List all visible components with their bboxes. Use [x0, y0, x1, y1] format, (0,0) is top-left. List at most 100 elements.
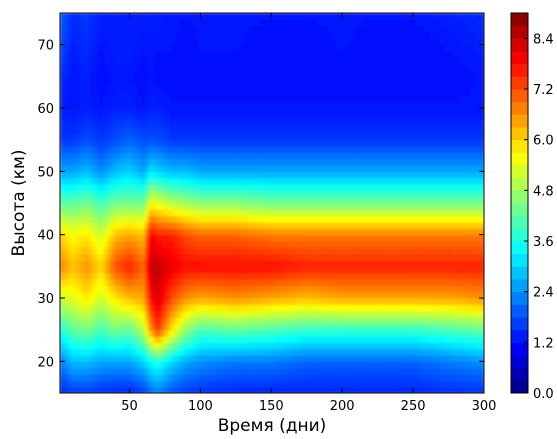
heatmap-cell: [331, 228, 335, 236]
heatmap-cell: [300, 190, 304, 198]
heatmap-cell: [300, 323, 304, 331]
heatmap-cell: [93, 253, 98, 261]
heatmap-cell: [288, 355, 293, 362]
heatmap-cell: [71, 374, 75, 381]
heatmap-cell: [136, 291, 140, 299]
heatmap-cell: [235, 380, 239, 388]
heatmap-cell: [410, 342, 414, 350]
heatmap-cell: [96, 247, 101, 255]
heatmap-cell: [435, 196, 440, 204]
heatmap-cell: [413, 317, 417, 324]
heatmap-cell: [175, 253, 180, 261]
heatmap-cell: [385, 298, 389, 305]
heatmap-cell: [297, 386, 301, 393]
heatmap-cell: [294, 310, 299, 318]
heatmap-cell: [337, 336, 341, 343]
heatmap-cell: [444, 253, 448, 261]
heatmap-cell: [328, 304, 332, 312]
heatmap-cell: [288, 234, 293, 242]
heatmap-cell: [235, 272, 239, 280]
heatmap-cell: [297, 279, 301, 286]
heatmap-cell: [416, 190, 420, 198]
heatmap-cell: [283, 190, 287, 198]
heatmap-cell: [252, 317, 256, 324]
heatmap-cell: [96, 260, 101, 267]
heatmap-cell: [144, 323, 149, 331]
heatmap-cell: [65, 266, 70, 274]
heatmap-cell: [331, 380, 335, 388]
heatmap-cell: [297, 260, 301, 267]
heatmap-cell: [156, 260, 160, 267]
heatmap-cell: [150, 361, 154, 369]
heatmap-cell: [277, 323, 282, 331]
heatmap-cell: [74, 291, 78, 299]
heatmap-cell: [130, 285, 135, 293]
heatmap-cell: [334, 355, 338, 362]
heatmap-cell: [447, 222, 451, 229]
heatmap-cell: [481, 222, 484, 229]
heatmap-cell: [147, 374, 152, 381]
heatmap-cell: [452, 247, 457, 255]
heatmap-cell: [170, 342, 174, 350]
heatmap-cell: [170, 279, 174, 286]
heatmap-cell: [331, 310, 335, 318]
heatmap-cell: [365, 285, 369, 293]
heatmap-cell: [206, 355, 211, 362]
heatmap-cell: [356, 386, 361, 393]
heatmap-cell: [435, 291, 440, 299]
heatmap-cell: [472, 184, 477, 191]
heatmap-cell: [74, 272, 78, 280]
heatmap-cell: [387, 374, 392, 381]
heatmap-cell: [444, 203, 448, 210]
heatmap-cell: [85, 342, 89, 350]
heatmap-cell: [173, 228, 177, 236]
heatmap-cell: [71, 336, 75, 343]
heatmap-cell: [209, 184, 214, 191]
heatmap-cell: [76, 241, 81, 248]
heatmap-cell: [65, 203, 70, 210]
heatmap-cell: [156, 323, 160, 331]
heatmap-cell: [147, 386, 152, 393]
heatmap-cell: [263, 222, 267, 229]
heatmap-cell: [387, 348, 392, 356]
heatmap-cell: [376, 361, 381, 369]
heatmap-cell: [300, 234, 304, 242]
heatmap-cell: [274, 260, 279, 267]
heatmap-cell: [116, 336, 120, 343]
heatmap-cell: [144, 260, 149, 267]
heatmap-cell: [240, 361, 245, 369]
heatmap-cell: [467, 247, 471, 255]
heatmap-cell: [402, 348, 406, 356]
heatmap-cell: [339, 272, 344, 280]
heatmap-cell: [82, 190, 87, 198]
heatmap-cell: [136, 203, 140, 210]
heatmap-cell: [243, 317, 248, 324]
heatmap-cell: [85, 380, 89, 388]
heatmap-cell: [348, 336, 352, 343]
heatmap-cell: [435, 241, 440, 248]
heatmap-cell: [337, 215, 341, 223]
heatmap-cell: [438, 209, 443, 217]
heatmap-cell: [119, 184, 123, 191]
heatmap-cell: [305, 323, 310, 331]
heatmap-cell: [178, 361, 183, 369]
heatmap-cell: [170, 222, 174, 229]
heatmap-cell: [308, 380, 313, 388]
heatmap-cell: [243, 184, 248, 191]
heatmap-cell: [257, 222, 262, 229]
heatmap-cell: [223, 234, 228, 242]
heatmap-cell: [348, 266, 352, 274]
heatmap-cell: [427, 247, 431, 255]
heatmap-cell: [478, 279, 482, 286]
heatmap-cell: [212, 196, 217, 204]
heatmap-cell: [164, 215, 169, 223]
heatmap-cell: [404, 323, 409, 331]
heatmap-cell: [164, 209, 169, 217]
heatmap-cell: [161, 215, 166, 223]
heatmap-cell: [311, 184, 315, 191]
heatmap-cell: [269, 253, 273, 261]
heatmap-cell: [190, 329, 194, 337]
heatmap-cell: [263, 361, 267, 369]
heatmap-cell: [235, 184, 239, 191]
heatmap-cell: [320, 380, 324, 388]
